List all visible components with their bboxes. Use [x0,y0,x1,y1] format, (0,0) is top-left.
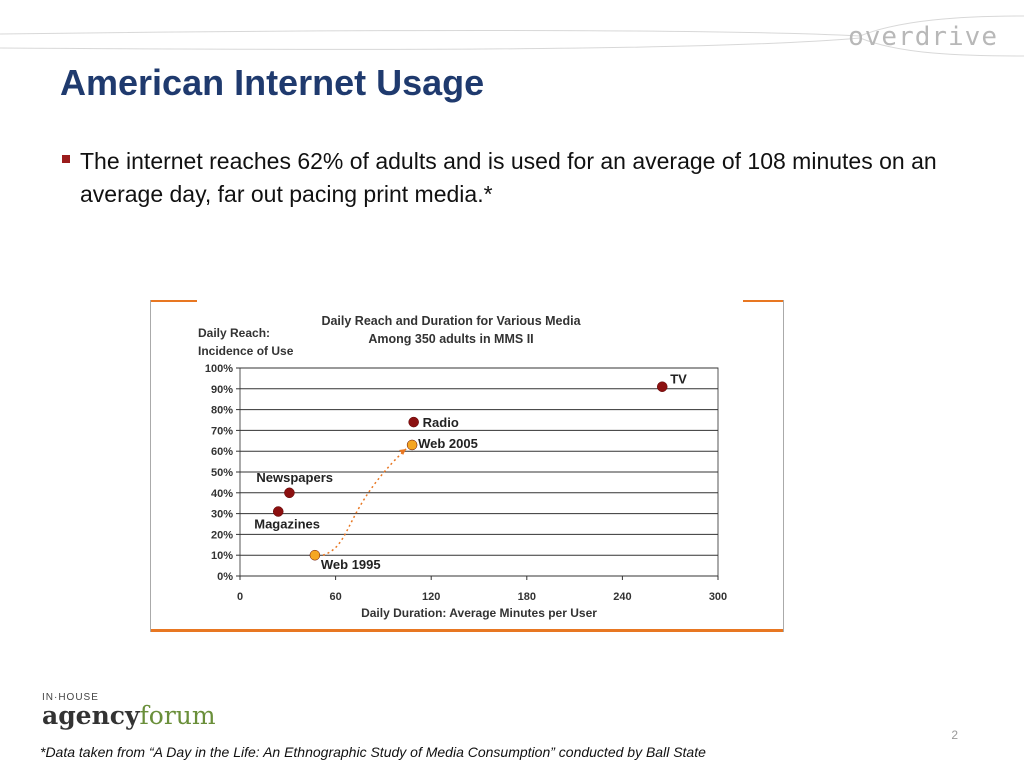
agency-logo-top: IN·HOUSE [42,692,99,703]
y-axis-label: Daily Reach: Incidence of Use [198,326,294,358]
chart-bottom-accent [151,629,783,632]
data-label: Newspapers [256,470,333,485]
footnote: *Data taken from “A Day in the Life: An … [40,744,706,760]
x-tick-label: 60 [329,591,341,603]
scatter-plot: 0% 10% 20% 30% 40% 50% 60% 70% 80% 90% 100% 0 60 120 1… [205,363,727,603]
bullet-item: The internet reaches 62% of adults and i… [62,145,962,211]
data-label: Web 2005 [418,436,478,451]
chart-title: Daily Reach and Duration for Various Med… [321,314,581,328]
x-axis-label: Daily Duration: Average Minutes per User [361,606,597,620]
y-tick-label: 40% [211,488,233,500]
chart-top-accent-left [151,300,197,302]
header-decoration [0,15,1024,57]
chart-subtitle: Among 350 adults in MMS II [368,332,534,346]
square-bullet-icon [62,155,70,163]
data-point [406,439,418,451]
data-point [309,549,321,561]
data-point [408,416,419,428]
data-label: TV [670,372,687,387]
x-tick-label: 120 [422,591,440,603]
slide-title: American Internet Usage [60,62,485,103]
y-tick-label: 80% [211,405,233,417]
y-tick-label: 60% [211,446,233,458]
trend-arrow-line [322,448,407,556]
x-tick-label: 180 [518,591,536,603]
data-point [272,506,284,517]
data-label: Web 1995 [321,557,381,572]
agency-forum-logo: IN·HOUSE agencyforum [42,692,216,729]
trend-arrow-head [399,448,407,455]
x-tick-label: 300 [709,591,727,603]
x-tick-label: 240 [613,591,631,603]
y-tick-label: 70% [211,425,233,437]
y-tick-label: 100% [205,363,233,375]
chart-title-block: Daily Reach and Duration for Various Med… [301,312,601,348]
data-point [284,487,295,499]
agency-logo-word-b: forum [139,701,216,730]
agency-logo-word-a: agency [42,701,140,730]
overdrive-logo: overdrive [848,22,998,52]
y-tick-label: 50% [211,467,233,479]
data-label: Magazines [254,517,320,532]
y-tick-label: 0% [217,571,233,583]
bullet-text: The internet reaches 62% of adults and i… [80,148,937,207]
chart: Daily Reach and Duration for Various Med… [150,300,784,632]
y-tick-label: 10% [211,550,233,562]
y-tick-label: 30% [211,509,233,521]
y-tick-label: 90% [211,384,233,396]
x-tick-label: 0 [237,591,243,603]
data-label: Radio [423,415,459,430]
chart-top-accent-right [743,300,783,302]
page-number: 2 [951,728,958,742]
y-tick-label: 20% [211,529,233,541]
data-point [656,381,668,392]
